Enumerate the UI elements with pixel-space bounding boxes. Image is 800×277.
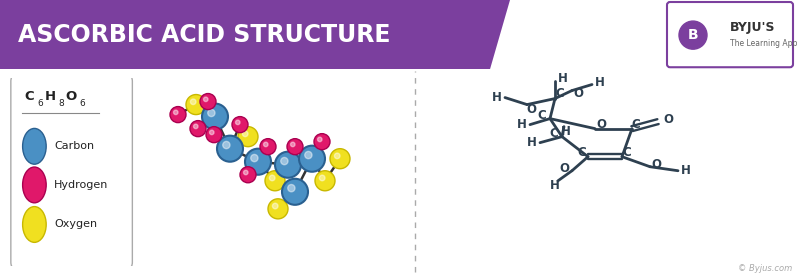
Text: C: C [25,90,34,103]
Text: O: O [559,162,569,175]
Circle shape [22,129,46,164]
Circle shape [250,154,258,162]
Text: C: C [556,87,564,100]
Circle shape [203,97,208,102]
Circle shape [240,167,256,183]
Circle shape [288,184,295,192]
Text: O: O [573,87,583,100]
Circle shape [282,179,308,205]
Text: 6: 6 [37,99,42,108]
Text: C: C [538,109,546,122]
FancyBboxPatch shape [667,2,793,67]
Text: C: C [622,146,631,159]
Circle shape [242,131,248,137]
Text: B: B [688,28,698,42]
Circle shape [305,152,312,159]
Text: O: O [596,118,606,131]
Circle shape [314,134,330,150]
Circle shape [260,139,276,155]
Text: H: H [44,90,55,103]
Text: H: H [492,91,502,104]
Circle shape [238,127,258,147]
Circle shape [319,175,325,181]
Text: H: H [561,125,571,138]
Circle shape [174,110,178,115]
Text: Hydrogen: Hydrogen [54,180,109,190]
Circle shape [22,207,46,242]
Circle shape [235,120,240,125]
Text: BYJU'S: BYJU'S [730,20,775,34]
Circle shape [263,142,268,147]
Text: © Byjus.com: © Byjus.com [738,264,792,273]
Circle shape [281,157,288,165]
Circle shape [318,137,322,142]
Circle shape [245,149,271,175]
Circle shape [190,99,196,105]
Text: C: C [550,127,558,140]
Circle shape [170,107,186,123]
Text: C: C [578,146,586,159]
Circle shape [290,142,295,147]
Text: Oxygen: Oxygen [54,219,98,229]
Polygon shape [0,0,510,69]
Circle shape [186,94,206,115]
Text: O: O [66,90,77,103]
Circle shape [275,152,301,178]
Text: H: H [527,136,537,149]
Text: O: O [651,158,661,171]
Text: ASCORBIC ACID STRUCTURE: ASCORBIC ACID STRUCTURE [18,23,390,47]
Text: C: C [632,118,640,131]
Text: Carbon: Carbon [54,141,94,151]
Text: H: H [595,76,605,89]
Text: H: H [550,179,560,192]
Circle shape [217,136,243,162]
Circle shape [210,130,214,135]
Text: H: H [517,118,527,131]
Circle shape [315,171,335,191]
Circle shape [194,124,198,129]
Text: H: H [558,72,568,85]
Text: H: H [681,164,691,177]
Circle shape [334,153,340,159]
FancyBboxPatch shape [11,76,132,268]
Circle shape [222,141,230,149]
Circle shape [330,149,350,169]
Circle shape [202,104,228,130]
Circle shape [190,120,206,137]
Text: 8: 8 [58,99,64,108]
Circle shape [272,203,278,209]
Circle shape [22,167,46,203]
Circle shape [268,199,288,219]
Circle shape [243,170,248,175]
Circle shape [299,146,325,172]
Text: 6: 6 [79,99,85,108]
Circle shape [206,127,222,143]
Circle shape [208,109,215,117]
Circle shape [265,171,285,191]
Circle shape [679,21,707,49]
Text: O: O [663,113,673,126]
Text: The Learning App: The Learning App [730,39,798,48]
Circle shape [200,94,216,110]
Circle shape [270,175,275,181]
Circle shape [287,139,303,155]
Circle shape [232,117,248,133]
Text: O: O [526,103,536,116]
